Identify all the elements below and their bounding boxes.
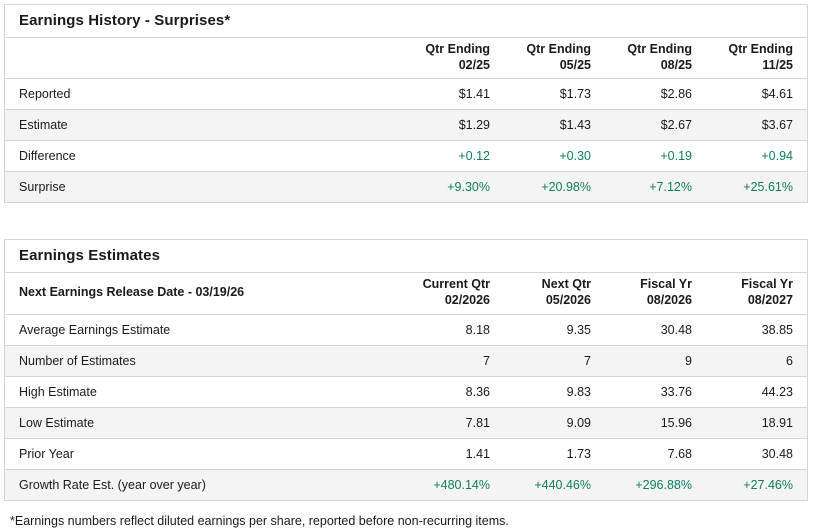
value-cell: $4.61 bbox=[706, 78, 807, 111]
value-cell: 33.76 bbox=[605, 376, 706, 408]
value-cell: +7.12% bbox=[649, 180, 692, 195]
value-cell: 30.48 bbox=[706, 438, 807, 470]
earnings-history-table: Qtr Ending 02/25 Qtr Ending 05/25 Qtr En… bbox=[5, 38, 807, 203]
value-cell: $2.67 bbox=[605, 109, 706, 142]
table-row-prior-year: Prior Year 1.41 1.73 7.68 30.48 bbox=[5, 438, 807, 470]
value-cell: 44.23 bbox=[706, 376, 807, 408]
earnings-history-header-row: Qtr Ending 02/25 Qtr Ending 05/25 Qtr En… bbox=[5, 38, 807, 80]
value-cell: 1.41 bbox=[403, 438, 504, 470]
value-cell: +20.98% bbox=[541, 180, 591, 195]
earnings-footnote: *Earnings numbers reflect diluted earnin… bbox=[10, 513, 509, 528]
column-header-fiscal-yr-2027: Fiscal Yr 08/2027 bbox=[706, 273, 807, 315]
value-cell: $1.29 bbox=[403, 109, 504, 142]
value-cell: 9 bbox=[605, 345, 706, 377]
value-cell: $1.43 bbox=[504, 109, 605, 142]
column-header-qtr-0825: Qtr Ending 08/25 bbox=[605, 38, 706, 80]
table-row-growth-rate-estimate: Growth Rate Est. (year over year) +480.1… bbox=[5, 469, 807, 500]
row-label: Growth Rate Est. (year over year) bbox=[19, 477, 206, 492]
earnings-history-corner-cell bbox=[5, 38, 403, 80]
row-label: Prior Year bbox=[5, 438, 403, 470]
table-row-number-of-estimates: Number of Estimates 7 7 9 6 bbox=[5, 345, 807, 377]
row-label: Estimate bbox=[5, 109, 403, 142]
row-label: Surprise bbox=[19, 180, 66, 195]
column-header-qtr-0525: Qtr Ending 05/25 bbox=[504, 38, 605, 80]
value-cell: 30.48 bbox=[605, 314, 706, 346]
earnings-estimates-header-row: Next Earnings Release Date - 03/19/26 Cu… bbox=[5, 273, 807, 315]
value-cell: 6 bbox=[706, 345, 807, 377]
value-cell: 9.35 bbox=[504, 314, 605, 346]
table-row-surprise: Surprise +9.30% +20.98% +7.12% +25.61% bbox=[5, 171, 807, 203]
value-cell: $2.86 bbox=[605, 78, 706, 111]
column-header-next-qtr: Next Qtr 05/2026 bbox=[504, 273, 605, 315]
column-header-qtr-0225: Qtr Ending 02/25 bbox=[403, 38, 504, 80]
earnings-estimates-table: Next Earnings Release Date - 03/19/26 Cu… bbox=[5, 273, 807, 500]
value-cell: +25.61% bbox=[743, 180, 793, 195]
value-cell: +296.88% bbox=[635, 477, 692, 492]
value-cell: 8.18 bbox=[403, 314, 504, 346]
value-cell: +9.30% bbox=[447, 180, 490, 195]
value-cell: 8.36 bbox=[403, 376, 504, 408]
value-cell: +480.14% bbox=[433, 477, 490, 492]
value-cell: 7.68 bbox=[605, 438, 706, 470]
value-cell: $1.73 bbox=[504, 78, 605, 111]
value-cell: 7 bbox=[403, 345, 504, 377]
value-cell: 15.96 bbox=[605, 407, 706, 439]
earnings-history-title: Earnings History - Surprises* bbox=[5, 5, 807, 38]
value-cell: 7.81 bbox=[403, 407, 504, 439]
value-cell: +0.19 bbox=[605, 140, 706, 173]
value-cell: +0.30 bbox=[504, 140, 605, 173]
value-cell: 9.83 bbox=[504, 376, 605, 408]
row-label: Reported bbox=[5, 78, 403, 111]
column-header-current-qtr: Current Qtr 02/2026 bbox=[403, 273, 504, 315]
table-row-average-earnings-estimate: Average Earnings Estimate 8.18 9.35 30.4… bbox=[5, 314, 807, 346]
row-label: Difference bbox=[5, 140, 403, 173]
value-cell: +0.12 bbox=[403, 140, 504, 173]
row-label: Average Earnings Estimate bbox=[5, 314, 403, 346]
value-cell: +440.46% bbox=[534, 477, 591, 492]
earnings-estimates-title: Earnings Estimates bbox=[5, 240, 807, 274]
value-cell: $3.67 bbox=[706, 109, 807, 142]
value-cell: 9.09 bbox=[504, 407, 605, 439]
row-label: Low Estimate bbox=[5, 407, 403, 439]
row-label: Number of Estimates bbox=[5, 345, 403, 377]
value-cell: 38.85 bbox=[706, 314, 807, 346]
column-header-fiscal-yr-2026: Fiscal Yr 08/2026 bbox=[605, 273, 706, 315]
value-cell: 1.73 bbox=[504, 438, 605, 470]
table-row-reported: Reported $1.41 $1.73 $2.86 $4.61 bbox=[5, 78, 807, 111]
earnings-estimates-card: Earnings Estimates Next Earnings Release… bbox=[4, 239, 808, 501]
next-earnings-release-date-label: Next Earnings Release Date - 03/19/26 bbox=[5, 273, 403, 315]
value-cell: +27.46% bbox=[743, 477, 793, 492]
column-header-qtr-1125: Qtr Ending 11/25 bbox=[706, 38, 807, 80]
value-cell: 7 bbox=[504, 345, 605, 377]
table-row-high-estimate: High Estimate 8.36 9.83 33.76 44.23 bbox=[5, 376, 807, 408]
table-row-low-estimate: Low Estimate 7.81 9.09 15.96 18.91 bbox=[5, 407, 807, 439]
earnings-history-card: Earnings History - Surprises* Qtr Ending… bbox=[4, 4, 808, 204]
table-row-difference: Difference +0.12 +0.30 +0.19 +0.94 bbox=[5, 140, 807, 173]
row-label: High Estimate bbox=[5, 376, 403, 408]
table-row-estimate: Estimate $1.29 $1.43 $2.67 $3.67 bbox=[5, 109, 807, 142]
value-cell: $1.41 bbox=[403, 78, 504, 111]
value-cell: +0.94 bbox=[706, 140, 807, 173]
value-cell: 18.91 bbox=[706, 407, 807, 439]
